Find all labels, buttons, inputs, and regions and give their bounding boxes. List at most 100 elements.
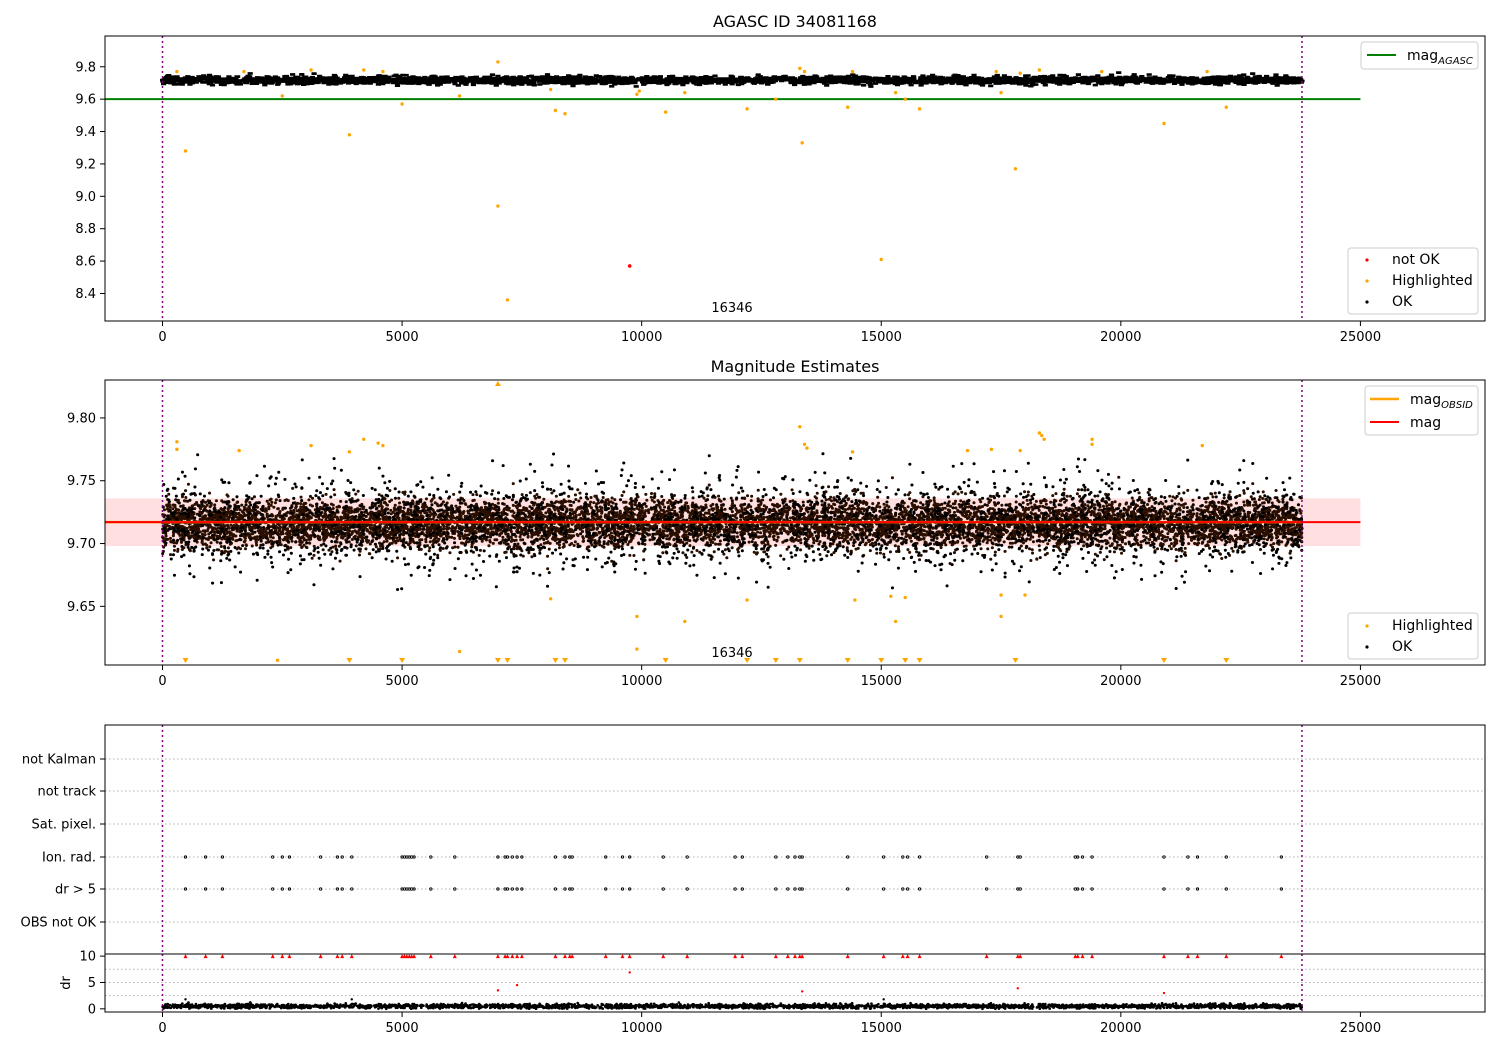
panel-dr-xtick-label: 15000 [861,1021,902,1036]
highlighted-offscale-marker [182,658,189,663]
dr-clipped-marker [1075,954,1080,959]
highlighted-point [683,619,687,624]
dr-point-high [1016,987,1020,990]
dr-clipped-marker [510,954,515,959]
panel-dr-xtick-label: 5000 [386,1021,419,1036]
highlighted-offscale-marker [346,658,353,663]
dr-clipped-marker [984,954,989,959]
panel-dr: 0 5000 10000 15000 20000 25000 0 5 10 dr [59,950,1486,1036]
dr-point-high [350,998,353,1001]
flag-marker [620,855,625,859]
highlighted-point [381,443,385,448]
flag-marker [881,855,886,859]
dr-clipped-marker [495,954,500,959]
flag-marker [287,855,292,859]
dr-clipped-marker [740,954,745,959]
flag-marker [1224,887,1228,891]
highlighted-offscale-marker [878,658,885,663]
flag-marker [1090,855,1094,859]
flag-marker [1090,887,1094,891]
panel-magnitude-estimates-marks [105,380,1361,665]
highlighted-point [496,60,500,64]
dr-clipped-marker [733,954,738,959]
legend-ok-swatch [1365,300,1369,304]
flag-marker [685,887,689,891]
highlighted-point [805,446,809,450]
panel-dr-xtick-label: 20000 [1100,1021,1141,1036]
highlighted-point [989,447,994,452]
dr-point-high [496,989,500,992]
highlighted-point [893,90,898,95]
highlighted-point [563,112,567,116]
flag-marker [318,887,323,891]
panel-magnitude-estimates-ytick-label: 9.65 [67,600,96,615]
highlighted-point [802,442,807,447]
panel-flags-axes: not Kalman not track Sat. pixel. Ion. rad. d… [21,753,105,931]
flag-marker [685,855,689,859]
panel-dr-ytick-label: 0 [88,1002,96,1017]
flag-marker [1195,887,1200,891]
dr-clipped-marker [800,954,805,959]
highlighted-point [242,69,246,74]
panel-agasc-xtick-label: 10000 [621,330,662,345]
flag-marker [496,855,500,859]
panel-magnitude-estimates-legend-upper: magOBSID mag [1364,385,1479,436]
flag-marker [183,887,188,891]
flag-marker [905,887,910,891]
panel-agasc-marks [105,36,1361,321]
panel-agasc-frame [104,35,1486,322]
flag-marker [905,855,910,859]
flag-marker [183,855,188,859]
flag-marker [740,855,744,859]
panel-agasc-title: AGASC ID 34081168 [713,12,877,31]
flag-marker [220,887,225,891]
dr-clipped-marker [620,954,625,959]
dr-point-high [800,990,804,993]
highlighted-point [1200,443,1204,448]
flag-marker [335,855,340,859]
highlighted-point [635,647,639,651]
dr-point-high [882,998,885,1001]
flag-marker [203,887,208,891]
legend-mag-agasc-label: magAGASC [1407,48,1473,67]
flag-marker [412,887,416,891]
panel-agasc-legend-lower: not OK Highlighted OK [1347,247,1479,315]
dr-clipped-marker [1090,954,1095,959]
flag-marker [1195,855,1200,859]
not-ok-point [627,264,632,268]
highlighted-point [637,89,641,93]
flag-marker [774,855,778,859]
highlighted-point [1037,431,1042,435]
flag-marker [604,887,608,891]
dr-clipped-marker [570,954,575,959]
flag-marker [793,855,797,859]
panel-dr-xtick-label: 0 [158,1021,166,1036]
panel-dr-ytick-label: 5 [88,976,96,991]
panel-flags-marks [105,725,1485,954]
dr-clipped-marker [793,954,797,959]
highlighted-point [505,298,510,302]
panel-agasc-ytick-label: 8.4 [75,287,96,302]
flag-marker [1186,887,1190,891]
dr-clipped-marker [685,954,690,959]
highlighted-offscale-marker [744,658,751,663]
highlighted-point [917,107,922,111]
dr-clipped-marker [905,954,910,959]
flag-marker [917,887,922,891]
legend-mag-label: mag [1410,415,1441,431]
panel-agasc-ytick-label: 9.8 [75,60,96,75]
flag-marker [505,855,510,859]
flag-marker [846,855,850,859]
flag-marker [340,887,344,891]
flag-marker [520,855,524,859]
flag-marker [505,887,510,891]
flag-marker [1076,855,1080,859]
highlighted-point [1162,121,1166,126]
panel-magnitude-estimates-ytick-label: 9.80 [67,411,96,426]
flag-marker [620,887,625,891]
panel-agasc-axes: 0 5000 10000 15000 20000 25000 8.4 8.6 8.8 9.0 9.2… [75,60,1381,345]
panel-agasc-ytick-label: 9.0 [75,190,96,205]
dr-clipped-marker [519,954,524,959]
dr-clipped-marker [917,954,922,959]
highlighted-point [548,597,553,601]
